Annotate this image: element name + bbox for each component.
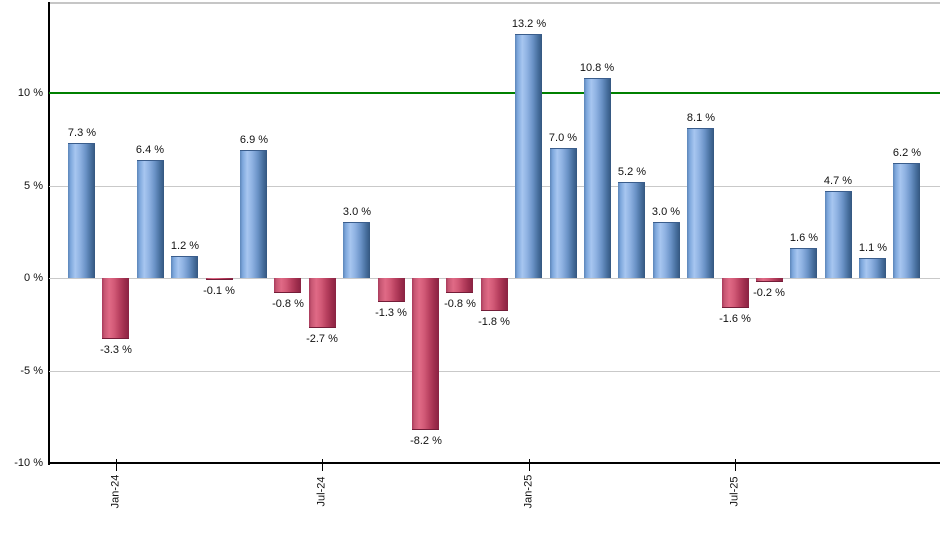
bar-Dec-23 — [68, 143, 95, 278]
bar-value-label: -0.1 % — [203, 285, 235, 297]
gridline--5pct — [49, 371, 940, 372]
bar-value-label: -1.8 % — [478, 316, 510, 328]
bar-value-label: 8.1 % — [686, 112, 716, 124]
bar-value-label: 7.0 % — [548, 132, 578, 144]
bar-value-label: 1.6 % — [789, 232, 819, 244]
bar-value-label: -0.8 % — [272, 298, 304, 310]
bar-Mar-25 — [584, 78, 611, 278]
bar-Oct-25 — [825, 191, 852, 278]
bar-Mar-24 — [171, 256, 198, 278]
bar-Apr-24 — [206, 278, 233, 280]
bar-value-label: -0.8 % — [444, 298, 476, 310]
x-tick — [735, 459, 736, 471]
bar-value-label: -1.6 % — [719, 313, 751, 325]
bar-Apr-25 — [618, 182, 645, 278]
threshold-line-10pct — [49, 92, 940, 94]
bar-Aug-24 — [343, 222, 370, 278]
x-tick — [116, 459, 117, 471]
bar-value-label: -0.2 % — [753, 287, 785, 299]
y-axis-label: 10 % — [17, 87, 43, 99]
bar-value-label: -1.3 % — [375, 307, 407, 319]
x-tick — [322, 459, 323, 471]
x-tick-label: Jul-24 — [315, 476, 328, 507]
bar-Jul-24 — [309, 278, 336, 328]
bar-Jun-25 — [687, 128, 714, 278]
x-tick-label: Jan-25 — [522, 474, 535, 509]
bar-Jan-25 — [515, 34, 542, 278]
x-axis-line — [48, 462, 940, 464]
bar-Jan-24 — [102, 278, 129, 339]
bar-Dec-25 — [893, 163, 920, 278]
bar-Sep-25 — [790, 248, 817, 278]
bar-value-label: -3.3 % — [100, 344, 132, 356]
bar-value-label: -2.7 % — [306, 333, 338, 345]
bar-Dec-24 — [481, 278, 508, 311]
bar-value-label: -8.2 % — [410, 435, 442, 447]
bar-Oct-24 — [412, 278, 439, 430]
bar-value-label: 5.2 % — [617, 166, 647, 178]
y-axis-label: 0 % — [24, 272, 43, 284]
x-tick — [529, 459, 530, 471]
y-axis-line — [48, 2, 50, 465]
plot-top-border — [49, 2, 940, 4]
bar-value-label: 1.2 % — [170, 240, 200, 252]
bar-value-label: 6.2 % — [892, 147, 922, 159]
bar-May-25 — [653, 222, 680, 278]
x-tick-label: Jul-25 — [728, 476, 741, 507]
y-axis-label: 5 % — [24, 180, 43, 192]
bar-Jun-24 — [274, 278, 301, 293]
gridline-5pct — [49, 186, 940, 187]
bar-Feb-25 — [550, 148, 577, 278]
bar-value-label: 10.8 % — [579, 62, 615, 74]
bar-Nov-24 — [446, 278, 473, 293]
bar-Feb-24 — [137, 160, 164, 278]
bar-Nov-25 — [859, 258, 886, 278]
bar-Aug-25 — [756, 278, 783, 282]
bar-value-label: 3.0 % — [651, 206, 681, 218]
bar-Jul-25 — [722, 278, 749, 308]
bar-value-label: 6.4 % — [135, 144, 165, 156]
bar-May-24 — [240, 150, 267, 278]
bar-Sep-24 — [378, 278, 405, 302]
bar-value-label: 3.0 % — [342, 206, 372, 218]
y-axis-label: -5 % — [20, 365, 43, 377]
y-axis-label: -10 % — [14, 457, 43, 469]
x-tick-label: Jan-24 — [109, 474, 122, 509]
bar-value-label: 1.1 % — [858, 242, 888, 254]
bar-value-label: 13.2 % — [511, 18, 547, 30]
bar-value-label: 6.9 % — [239, 134, 269, 146]
bar-value-label: 7.3 % — [67, 127, 97, 139]
bar-value-label: 4.7 % — [823, 175, 853, 187]
